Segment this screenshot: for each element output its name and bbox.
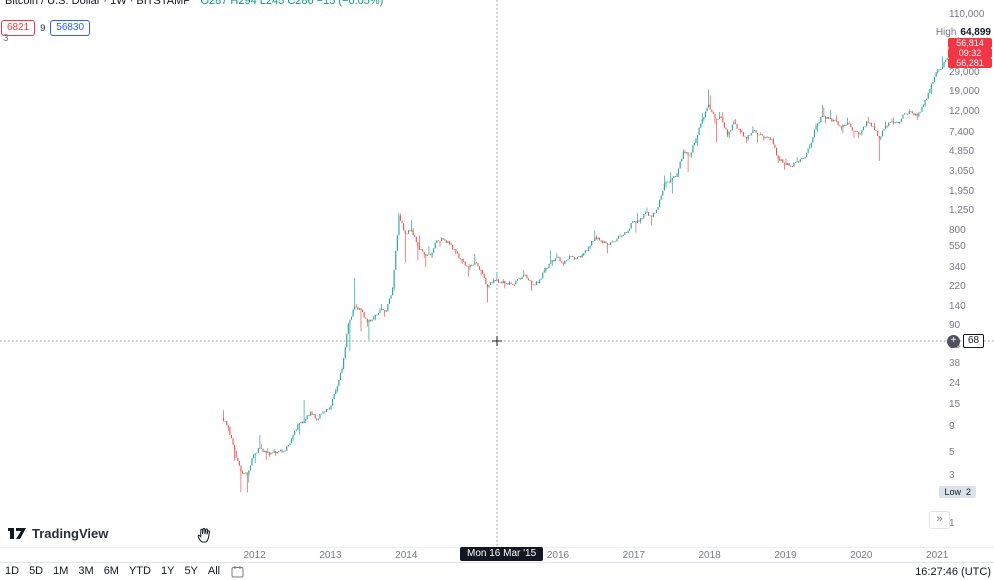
- symbol-title[interactable]: Bitcoin / U.S. Dollar · 1W · BITSTAMP: [5, 0, 191, 7]
- price-tick-label: 7,400: [949, 127, 975, 139]
- price-tick-label: 38: [949, 358, 961, 370]
- down-candle-wicks: [223, 41, 961, 493]
- range-button-ytd[interactable]: YTD: [128, 565, 151, 577]
- price-tick-label: 110,000: [949, 9, 985, 20]
- tradingview-logo-icon: [8, 527, 26, 539]
- buy-price-button[interactable]: 56830: [50, 20, 91, 36]
- sell-price-button[interactable]: 6821: [1, 20, 36, 36]
- year-label: 2012: [243, 550, 266, 561]
- low-price-label: Low 2: [939, 486, 976, 498]
- price-tick-label: 9: [949, 421, 955, 433]
- double-chevron-right-button[interactable]: »: [929, 511, 950, 529]
- year-label: 2021: [926, 550, 949, 561]
- price-tick-label: 90: [949, 320, 961, 332]
- range-button-1m[interactable]: 1M: [53, 565, 69, 577]
- low-label-text: Low: [944, 487, 961, 497]
- trade-panel: 6821 9 56830: [1, 20, 91, 36]
- range-button-5y[interactable]: 5Y: [184, 565, 198, 577]
- price-tick-label: 15: [949, 399, 961, 410]
- indicator-value: 3: [3, 33, 9, 44]
- high-label-text: High: [935, 27, 957, 38]
- year-label: 2018: [698, 550, 721, 561]
- price-tick-label: 1: [949, 517, 955, 529]
- crosshair-pointer: [492, 336, 502, 346]
- price-tick-label: 1,250: [949, 205, 975, 217]
- range-button-6m[interactable]: 6M: [103, 565, 119, 577]
- price-tick-label: 800: [949, 224, 966, 236]
- price-tick-label: 3: [949, 469, 955, 481]
- range-button-all[interactable]: All: [207, 565, 221, 577]
- down-candle-bodies: [223, 41, 961, 475]
- year-label: 2020: [850, 550, 873, 561]
- range-button-1y[interactable]: 1Y: [160, 565, 175, 577]
- year-label: 2017: [622, 550, 645, 561]
- year-label: 2016: [546, 550, 570, 561]
- go-to-date-button[interactable]: [231, 565, 244, 578]
- up-candle-wicks: [224, 37, 962, 483]
- bottom-toolbar: 1D 5D 1M 3M 6M YTD 1Y 5Y All 16:27:46 (UTC): [0, 562, 994, 580]
- add-alert-icon[interactable]: +: [947, 334, 960, 348]
- price-tick-label: 140: [949, 301, 966, 313]
- range-button-5d[interactable]: 5D: [29, 565, 44, 577]
- price-tick-label: 4,850: [949, 145, 975, 157]
- tradingview-logo[interactable]: TradingView: [8, 526, 108, 541]
- price-tick-label: 19,000: [949, 85, 980, 97]
- price-tick-label: 220: [949, 281, 966, 293]
- candlestick-chart[interactable]: [0, 0, 994, 547]
- price-tick-label: 3,050: [949, 166, 975, 178]
- high-value: 64,899: [960, 27, 991, 38]
- price-tick-label: 550: [949, 241, 966, 253]
- price-scale[interactable]: 110,000 29,000 19,000 12,000 7,400 4,850 3,050…: [945, 0, 994, 547]
- crosshair-date-label: Mon 16 Mar '15: [460, 547, 544, 561]
- crosshair-price-row: + 68: [947, 334, 985, 348]
- price-tick-label: 29,000: [949, 67, 980, 79]
- price-tick-label: 5: [949, 447, 955, 459]
- price-tick-label: 1,950: [949, 185, 975, 197]
- hand-cursor-icon: [197, 527, 210, 543]
- up-candle-bodies: [224, 41, 963, 475]
- year-label: 2013: [319, 550, 342, 561]
- calendar-icon: [231, 566, 244, 578]
- year-label: 2019: [774, 550, 797, 561]
- last-price-label: 56,281: [948, 58, 992, 68]
- range-buttons: 1D 5D 1M 3M 6M YTD 1Y 5Y All: [0, 563, 225, 580]
- clock-display[interactable]: 16:27:46 (UTC): [915, 565, 991, 578]
- crosshair-price-label: 68: [963, 334, 985, 348]
- low-value: 2: [965, 487, 971, 497]
- year-label: 2014: [395, 550, 418, 561]
- tradingview-logo-text: TradingView: [32, 526, 109, 541]
- ask-price-label: 56,814: [948, 38, 992, 48]
- range-button-3m[interactable]: 3M: [78, 565, 94, 577]
- price-tick-label: 340: [949, 262, 966, 274]
- ohlc-values: O287 H294 L245 C286 −15 (−0.05%): [200, 0, 384, 7]
- countdown-label: 09:32: [948, 48, 992, 58]
- symbol-legend[interactable]: Bitcoin / U.S. Dollar · 1W · BITSTAMP O2…: [5, 0, 383, 7]
- range-button-1d[interactable]: 1D: [5, 565, 20, 577]
- spread-label: 9: [40, 23, 46, 33]
- price-tick-label: 24: [949, 378, 961, 390]
- price-tick-label: 12,000: [949, 106, 980, 118]
- high-price-label: High 64,899: [936, 27, 991, 38]
